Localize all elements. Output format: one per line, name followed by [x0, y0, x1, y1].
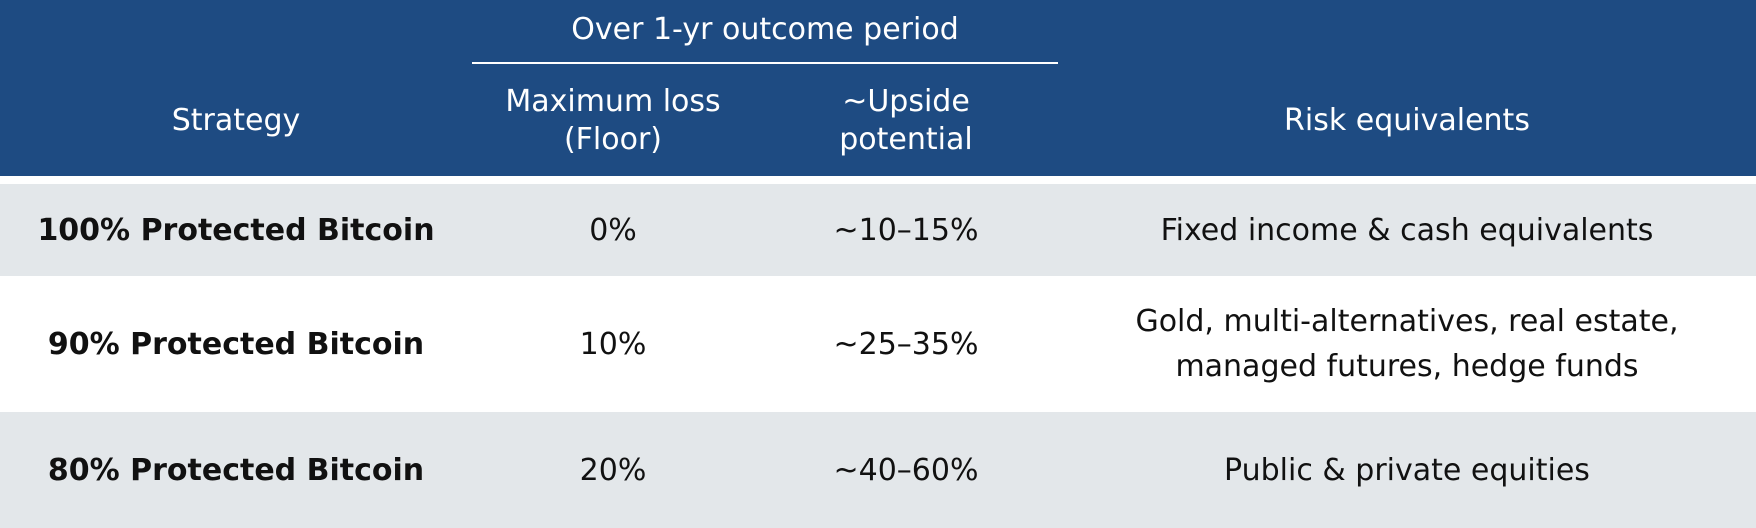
risk-equivalents-cell: Public & private equities: [1058, 412, 1756, 528]
group-underline: [472, 62, 1058, 64]
table-header: Over 1-yr outcome period Strategy Maximu…: [0, 0, 1756, 176]
column-header-max-loss-line2: (Floor): [563, 122, 663, 157]
risk-line-1: Public & private equities: [1224, 452, 1590, 488]
table-row: 90% Protected Bitcoin 10% ~25–35% Gold, …: [0, 276, 1756, 412]
max-loss-cell: 10%: [579, 326, 647, 362]
table-row: 80% Protected Bitcoin 20% ~40–60% Public…: [0, 412, 1756, 528]
risk-equivalents-cell: Gold, multi-alternatives, real estate, m…: [1058, 276, 1756, 412]
column-header-strategy: Strategy: [0, 66, 472, 176]
risk-line-2: managed futures, hedge funds: [1175, 349, 1639, 384]
column-header-strategy-label: Strategy: [171, 103, 301, 138]
column-header-upside-line1: ~Upside: [842, 84, 970, 119]
max-loss-cell: 20%: [579, 452, 647, 488]
risk-equivalents-text: Public & private equities: [1224, 448, 1590, 493]
column-header-max-loss-text: Maximum loss (Floor): [505, 83, 720, 159]
column-header-max-loss: Maximum loss (Floor): [472, 66, 754, 176]
column-header-upside: ~Upside potential: [754, 66, 1058, 176]
column-header-max-loss-line1: Maximum loss: [505, 84, 721, 119]
strategy-cell: 80% Protected Bitcoin: [47, 452, 425, 488]
risk-line-1: Fixed income & cash equivalents: [1160, 212, 1654, 248]
upside-cell: ~10–15%: [833, 212, 979, 248]
column-header-upside-line2: potential: [839, 122, 973, 157]
table-row: 100% Protected Bitcoin 0% ~10–15% Fixed …: [0, 184, 1756, 276]
column-header-risk-label: Risk equivalents: [1284, 103, 1530, 138]
risk-line-1: Gold, multi-alternatives, real estate,: [1135, 304, 1679, 339]
column-header-upside-text: ~Upside potential: [839, 83, 972, 159]
column-header-risk-equivalents: Risk equivalents: [1058, 66, 1756, 176]
outcome-period-group-label: Over 1-yr outcome period: [571, 12, 959, 47]
max-loss-cell: 0%: [589, 212, 637, 248]
risk-equivalents-text: Gold, multi-alternatives, real estate, m…: [1135, 299, 1678, 389]
strategy-cell: 100% Protected Bitcoin: [37, 212, 435, 248]
upside-cell: ~40–60%: [833, 452, 979, 488]
strategy-cell: 90% Protected Bitcoin: [47, 326, 425, 362]
risk-equivalents-text: Fixed income & cash equivalents: [1161, 208, 1654, 253]
risk-equivalents-cell: Fixed income & cash equivalents: [1058, 184, 1756, 276]
upside-cell: ~25–35%: [833, 326, 979, 362]
